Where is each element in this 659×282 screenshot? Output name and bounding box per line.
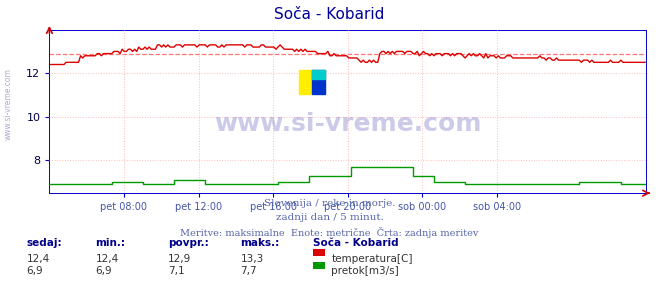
Text: 12,4: 12,4 xyxy=(96,254,119,264)
Text: sedaj:: sedaj: xyxy=(26,238,62,248)
Text: Slovenija / reke in morje.: Slovenija / reke in morje. xyxy=(264,199,395,208)
Text: www.si-vreme.com: www.si-vreme.com xyxy=(214,113,481,136)
FancyBboxPatch shape xyxy=(299,70,312,94)
Text: 7,7: 7,7 xyxy=(241,266,257,276)
Text: Meritve: maksimalne  Enote: metrične  Črta: zadnja meritev: Meritve: maksimalne Enote: metrične Črta… xyxy=(181,227,478,238)
Text: pretok[m3/s]: pretok[m3/s] xyxy=(331,266,399,276)
FancyBboxPatch shape xyxy=(312,70,325,94)
FancyBboxPatch shape xyxy=(312,70,325,80)
Text: 12,4: 12,4 xyxy=(26,254,49,264)
Text: zadnji dan / 5 minut.: zadnji dan / 5 minut. xyxy=(275,213,384,222)
Text: 12,9: 12,9 xyxy=(168,254,191,264)
Text: temperatura[C]: temperatura[C] xyxy=(331,254,413,264)
Text: maks.:: maks.: xyxy=(241,238,280,248)
Text: 13,3: 13,3 xyxy=(241,254,264,264)
Text: povpr.:: povpr.: xyxy=(168,238,209,248)
Text: Soča - Kobarid: Soča - Kobarid xyxy=(313,238,399,248)
Text: www.si-vreme.com: www.si-vreme.com xyxy=(3,69,13,140)
Text: 6,9: 6,9 xyxy=(96,266,112,276)
Text: Soča - Kobarid: Soča - Kobarid xyxy=(274,7,385,22)
Text: 6,9: 6,9 xyxy=(26,266,43,276)
Text: 7,1: 7,1 xyxy=(168,266,185,276)
Text: min.:: min.: xyxy=(96,238,126,248)
